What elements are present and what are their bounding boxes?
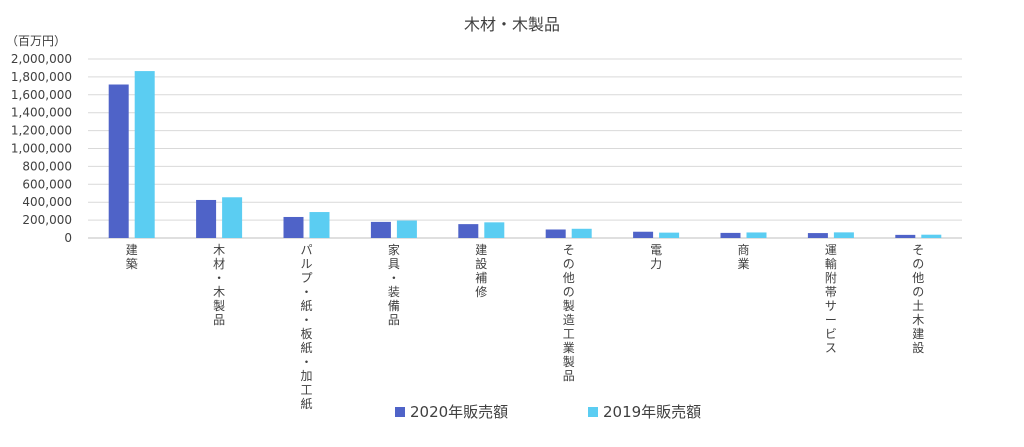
bar-2019	[134, 71, 155, 239]
y-tick-label: 400,000	[22, 195, 72, 209]
bars	[108, 71, 942, 239]
bar-2019	[833, 232, 854, 238]
y-tick-label: 200,000	[22, 213, 72, 227]
bar-2019	[484, 222, 505, 238]
x-category-label: 電力	[650, 243, 662, 271]
bar-2019	[396, 220, 417, 238]
y-tick-label: 800,000	[22, 159, 72, 173]
y-axis-ticks: 0 200,000 400,000 600,000 800,000 1,000,000 1,…	[11, 52, 72, 245]
bar-2020	[807, 233, 828, 238]
x-category-label: 家具・装備品	[388, 242, 400, 327]
x-category-label: 商業	[737, 242, 749, 271]
bar-2019	[921, 234, 942, 238]
y-tick-label: 600,000	[22, 177, 72, 191]
y-tick-label: 0	[64, 231, 72, 245]
bar-2020	[283, 216, 304, 238]
y-tick-label: 1,200,000	[11, 124, 72, 138]
legend-label: 2019年販売額	[603, 403, 701, 421]
legend-swatch	[395, 407, 405, 417]
y-tick-label: 1,000,000	[11, 142, 72, 156]
y-unit-label: （百万円）	[6, 34, 66, 48]
y-tick-label: 1,600,000	[11, 88, 72, 102]
gridlines	[88, 58, 962, 239]
legend-label: 2020年販売額	[410, 403, 508, 421]
x-category-label: 木材・木製品	[213, 243, 225, 327]
chart-title: 木材・木製品	[464, 15, 560, 34]
bar-2020	[196, 199, 217, 238]
y-tick-label: 2,000,000	[11, 52, 72, 66]
x-category-label: その他の製造工業製品	[563, 243, 575, 383]
legend-swatch	[588, 407, 598, 417]
bar-2020	[895, 234, 916, 238]
bar-2019	[746, 232, 767, 238]
bar-2020	[458, 224, 479, 238]
bar-2019	[571, 228, 592, 238]
x-category-label: パルプ・紙・板紙・加工紙	[300, 243, 312, 411]
bar-2020	[370, 221, 391, 238]
x-category-label: 運輸附帯サービス	[825, 243, 837, 355]
x-category-label: 建設補修	[475, 243, 487, 299]
bar-2019	[659, 232, 680, 238]
x-axis-categories: 建築 木材・木製品 パルプ・紙・板紙・加工紙 家具・装備品 建設補修 その他の製造工業製品…	[126, 242, 925, 411]
x-category-label: 建築	[126, 243, 138, 271]
y-tick-label: 1,400,000	[11, 106, 72, 120]
bar-2019	[309, 212, 330, 238]
bar-2020	[108, 84, 129, 238]
legend: 2020年販売額 2019年販売額	[395, 403, 701, 421]
bar-2020	[720, 232, 741, 238]
bar-2020	[633, 231, 654, 238]
x-category-label: その他の土木建設	[912, 243, 924, 355]
bar-2019	[222, 197, 243, 238]
bar-2020	[545, 229, 566, 238]
y-tick-label: 1,800,000	[11, 70, 72, 84]
